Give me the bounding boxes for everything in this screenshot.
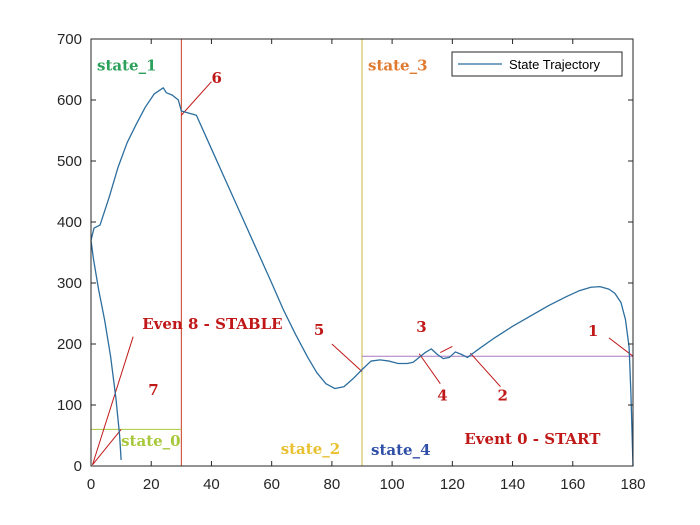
x-tick-label: 20 xyxy=(143,476,160,493)
annotation-leader-line xyxy=(418,353,441,384)
leader-lines xyxy=(92,81,634,466)
annotation-label: state_1 xyxy=(97,57,157,75)
annotation-leader-line xyxy=(92,336,134,465)
legend-entry: State Trajectory xyxy=(509,57,601,72)
y-tick-label: 300 xyxy=(57,275,82,292)
annotation-label: 5 xyxy=(314,321,324,339)
x-tick-label: 40 xyxy=(203,476,220,493)
annotation-leader-line xyxy=(440,345,453,353)
y-tick-label: 600 xyxy=(57,92,82,109)
y-tick-label: 100 xyxy=(57,397,82,414)
annotation-label: 3 xyxy=(416,318,426,336)
annotation-leader-line xyxy=(180,81,212,116)
annotation-label: 1 xyxy=(588,322,598,340)
legend: State Trajectory xyxy=(451,51,623,77)
annotation-label: state_3 xyxy=(368,57,428,75)
annotation-leader-line xyxy=(92,429,122,466)
x-tick-label: 140 xyxy=(500,476,525,493)
x-tick-label: 160 xyxy=(560,476,585,493)
y-tick-label: 700 xyxy=(57,31,82,48)
y-tick-label: 0 xyxy=(74,458,82,475)
annotation-label: 6 xyxy=(211,69,221,87)
y-tick-label: 500 xyxy=(57,153,82,170)
annotation-label: 4 xyxy=(437,387,447,405)
x-tick-label: 60 xyxy=(263,476,280,493)
x-tick-label: 80 xyxy=(324,476,341,493)
plot-frame xyxy=(90,38,634,467)
annotation-leader-line xyxy=(331,343,363,372)
annotation-label: Even 8 - STABLE xyxy=(142,315,282,333)
x-tick-label: 0 xyxy=(87,476,95,493)
annotation-label: state_4 xyxy=(371,441,431,459)
annotation-label: Event 0 - START xyxy=(464,430,601,448)
y-tick-label: 400 xyxy=(57,214,82,231)
annotation-leader-line xyxy=(470,352,501,388)
y-tick-label: 200 xyxy=(57,336,82,353)
annotation-label: state_0 xyxy=(121,432,181,450)
series-layer xyxy=(90,87,634,467)
series-line xyxy=(90,87,634,467)
annotations: state_1 state_3 6 Even 8 - STABLE 5 3 1 4 2 7 stat… xyxy=(97,57,601,459)
x-tick-label: 100 xyxy=(380,476,405,493)
x-tick-label: 180 xyxy=(620,476,645,493)
x-tick-label: 120 xyxy=(440,476,465,493)
annotation-label: state_2 xyxy=(281,440,341,458)
annotation-label: 7 xyxy=(148,381,158,399)
annotation-label: 2 xyxy=(498,387,508,405)
axes: 0 20 40 60 80 100 120 140 160 180 0 100 200 300 400 500… xyxy=(57,31,646,493)
